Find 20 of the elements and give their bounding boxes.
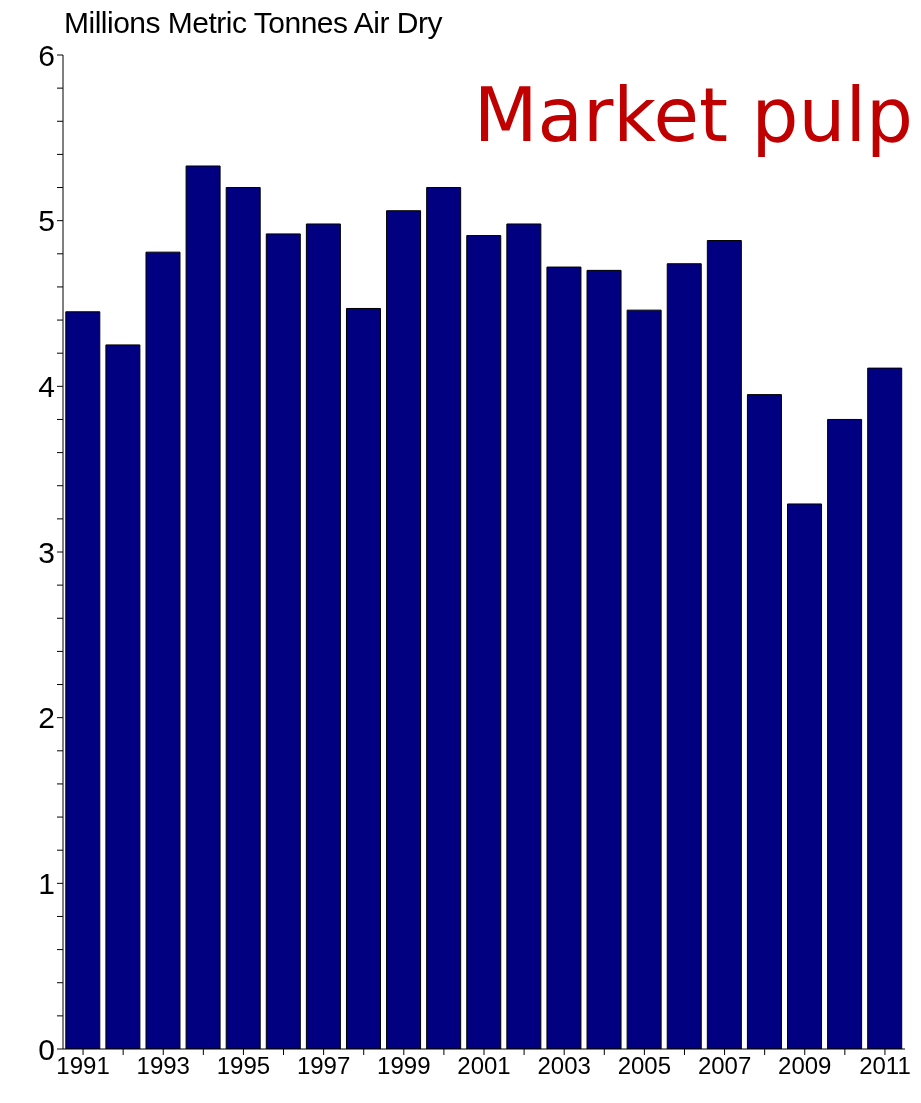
x-tick-label: 2009 [778, 1052, 832, 1080]
x-tick-label: 1995 [216, 1052, 271, 1080]
chart-title: Market pulp [473, 72, 913, 158]
x-tick-label: 1991 [56, 1052, 110, 1080]
x-tick-label: 1997 [296, 1052, 351, 1080]
x-tick-label: 2001 [457, 1052, 511, 1080]
x-tick-label: 1999 [377, 1052, 431, 1080]
x-tick-label: 1993 [136, 1052, 190, 1080]
x-tick-label: 2011 [859, 1052, 911, 1080]
y-axis-title: Millions Metric Tonnes Air Dry [64, 6, 442, 40]
x-tick-label: 2005 [617, 1052, 672, 1080]
y-tick-label: 2 [38, 701, 55, 735]
x-tick-label: 2003 [537, 1052, 591, 1080]
y-tick-label: 1 [38, 866, 55, 900]
y-tick-label: 0 [38, 1032, 55, 1066]
y-tick-label: 6 [38, 38, 55, 72]
y-tick-label: 4 [38, 369, 55, 403]
y-tick-label: 5 [38, 204, 55, 238]
y-tick-label: 3 [38, 535, 55, 569]
x-tick-label: 2007 [697, 1052, 752, 1080]
